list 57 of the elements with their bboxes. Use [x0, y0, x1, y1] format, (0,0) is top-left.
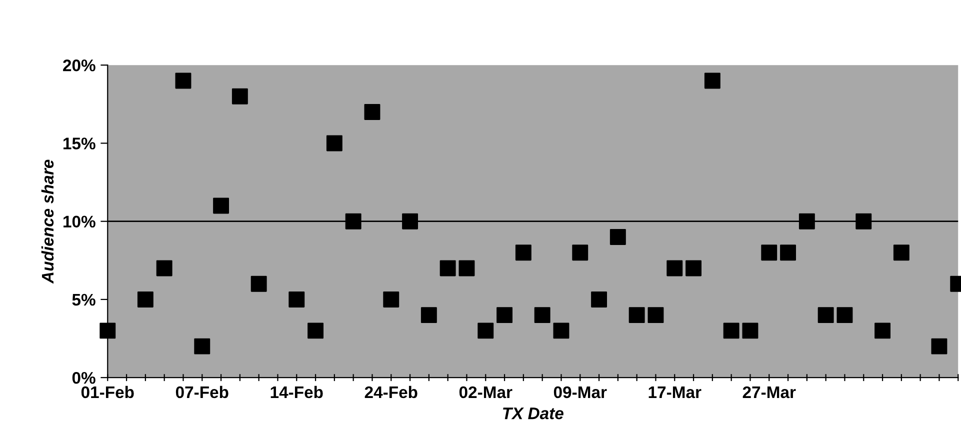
point	[175, 72, 192, 89]
point	[742, 322, 758, 339]
point	[686, 260, 702, 276]
y-tick-label: 0%	[72, 372, 96, 384]
point	[856, 213, 872, 230]
point	[250, 276, 267, 292]
point	[345, 213, 362, 230]
point	[704, 72, 720, 89]
point	[383, 291, 400, 308]
x-tick-label: 01-Feb	[81, 386, 134, 398]
point	[818, 307, 834, 324]
point	[496, 307, 513, 324]
point	[761, 244, 778, 261]
point	[648, 307, 664, 324]
point	[364, 104, 380, 120]
point	[308, 322, 324, 339]
point	[553, 322, 570, 339]
y-tick-label: 15%	[64, 138, 96, 150]
point	[515, 244, 532, 261]
point	[931, 338, 948, 354]
x-tick-label: 24-Feb	[364, 386, 418, 398]
point	[591, 291, 607, 308]
point	[288, 291, 305, 308]
point	[213, 198, 230, 214]
y-tick-label: 10%	[64, 216, 96, 228]
y-axis-title: Audience share	[41, 160, 54, 284]
point	[194, 338, 210, 354]
point	[100, 322, 116, 339]
point	[610, 228, 626, 245]
point	[137, 291, 154, 308]
point	[420, 307, 437, 324]
point	[723, 322, 740, 339]
point	[440, 260, 456, 276]
x-tick-label: 17-Mar	[648, 386, 702, 398]
point	[798, 213, 815, 230]
point	[666, 260, 683, 276]
x-tick-label: 07-Feb	[176, 386, 228, 398]
x-tick-label: 14-Feb	[270, 386, 323, 398]
point	[780, 244, 796, 261]
point	[874, 322, 890, 339]
y-tick-label: 5%	[72, 294, 96, 306]
point	[534, 307, 550, 324]
point	[458, 260, 475, 276]
point	[478, 322, 494, 339]
x-tick-label: 09-Mar	[554, 386, 607, 398]
point	[232, 88, 248, 104]
point	[402, 213, 418, 230]
point	[156, 260, 172, 276]
x-tick-label: 02-Mar	[459, 386, 512, 398]
point	[628, 307, 645, 324]
point	[836, 307, 853, 324]
x-axis-title: TX Date	[503, 408, 564, 420]
point	[326, 135, 342, 152]
point	[572, 244, 588, 261]
point	[893, 244, 910, 261]
x-tick-label: 27-Mar	[742, 386, 796, 398]
y-tick-label: 20%	[63, 60, 96, 72]
